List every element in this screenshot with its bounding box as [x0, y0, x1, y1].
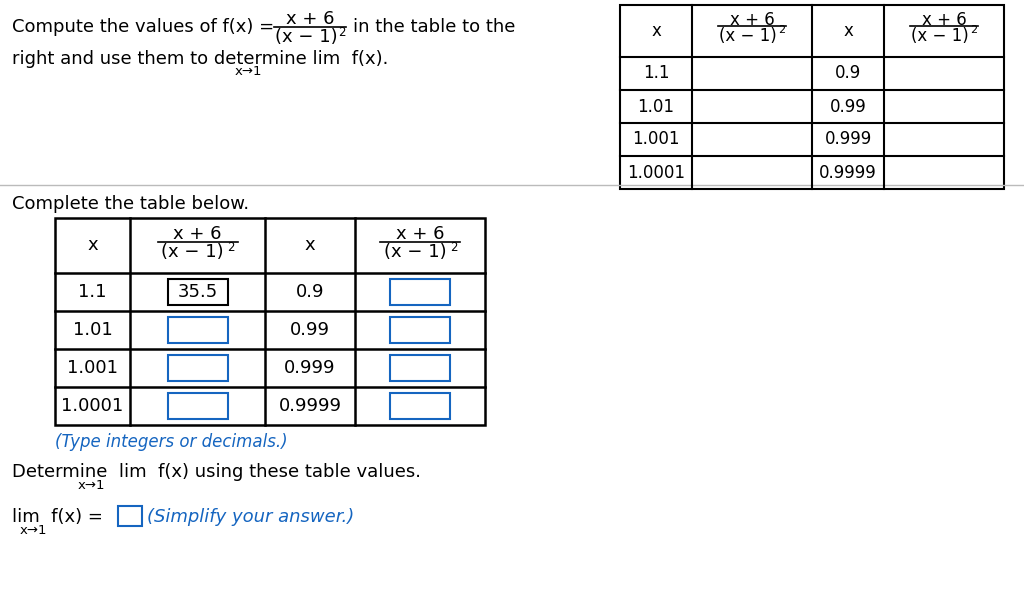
Text: x→1: x→1 — [20, 524, 47, 537]
Text: 0.99: 0.99 — [829, 97, 866, 115]
Bar — [390, 279, 450, 305]
Text: 0.9999: 0.9999 — [819, 163, 877, 182]
Bar — [390, 317, 450, 343]
Text: (x − 1): (x − 1) — [161, 243, 224, 261]
Text: x + 6: x + 6 — [173, 225, 222, 243]
Text: (x − 1): (x − 1) — [384, 243, 446, 261]
Text: 1.01: 1.01 — [73, 321, 113, 339]
Text: x: x — [87, 237, 98, 254]
Text: 0.999: 0.999 — [824, 130, 871, 148]
Bar — [55, 218, 485, 425]
Text: (Type integers or decimals.): (Type integers or decimals.) — [55, 433, 288, 451]
Text: x + 6: x + 6 — [730, 11, 774, 29]
Bar — [168, 279, 227, 305]
Bar — [168, 355, 227, 381]
Text: 1.0001: 1.0001 — [61, 397, 124, 415]
Text: x: x — [305, 237, 315, 254]
Text: 35.5: 35.5 — [177, 283, 218, 301]
Text: 0.9: 0.9 — [296, 283, 325, 301]
Text: x + 6: x + 6 — [922, 11, 967, 29]
Text: 1.1: 1.1 — [643, 64, 670, 82]
Text: 2: 2 — [778, 25, 785, 35]
Text: 1.001: 1.001 — [632, 130, 680, 148]
Text: 1.001: 1.001 — [67, 359, 118, 377]
Bar — [390, 355, 450, 381]
Text: right and use them to determine lim  f(x).: right and use them to determine lim f(x)… — [12, 50, 388, 68]
Text: 1.0001: 1.0001 — [627, 163, 685, 182]
Bar — [168, 393, 227, 419]
Bar — [620, 5, 1004, 189]
Text: 2: 2 — [227, 241, 234, 254]
Bar — [118, 506, 142, 526]
Text: lim  f(x) =: lim f(x) = — [12, 508, 102, 526]
Text: x + 6: x + 6 — [286, 10, 334, 28]
Bar — [168, 317, 227, 343]
Text: x→1: x→1 — [234, 65, 262, 78]
Text: Determine  lim  f(x) using these table values.: Determine lim f(x) using these table val… — [12, 463, 421, 481]
Text: x→1: x→1 — [77, 479, 104, 492]
Text: 2: 2 — [450, 241, 458, 254]
Text: in the table to the: in the table to the — [353, 18, 515, 36]
Text: Compute the values of f(x) =: Compute the values of f(x) = — [12, 18, 274, 36]
Text: x + 6: x + 6 — [395, 225, 444, 243]
Text: (Simplify your answer.): (Simplify your answer.) — [147, 508, 354, 526]
Text: 0.999: 0.999 — [285, 359, 336, 377]
Text: 0.99: 0.99 — [290, 321, 330, 339]
Text: 2: 2 — [338, 26, 345, 39]
Text: 0.9: 0.9 — [835, 64, 861, 82]
Text: (x − 1): (x − 1) — [274, 28, 337, 46]
Text: 1.01: 1.01 — [638, 97, 675, 115]
Text: 2: 2 — [970, 25, 977, 35]
Text: 0.9999: 0.9999 — [279, 397, 341, 415]
Bar — [390, 393, 450, 419]
Text: (x − 1): (x − 1) — [719, 27, 777, 45]
Text: x: x — [843, 22, 853, 40]
Text: (x − 1): (x − 1) — [911, 27, 969, 45]
Text: 1.1: 1.1 — [78, 283, 106, 301]
Text: Complete the table below.: Complete the table below. — [12, 195, 249, 213]
Text: x: x — [651, 22, 660, 40]
